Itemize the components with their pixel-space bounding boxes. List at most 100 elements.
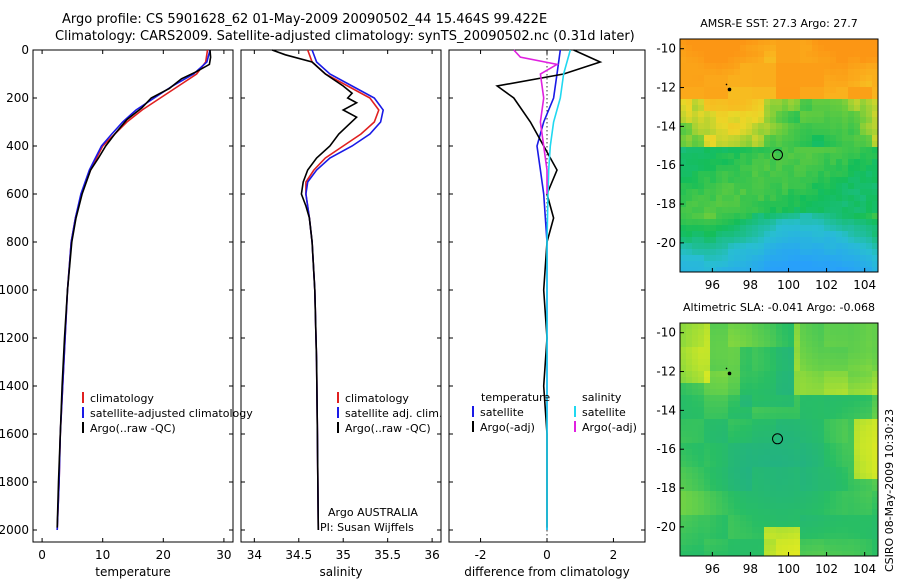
sst-cell xyxy=(680,213,687,220)
sst-cell xyxy=(776,93,783,100)
sla-cell xyxy=(740,443,747,450)
sst-cell xyxy=(698,165,705,172)
sst-cell xyxy=(686,183,693,190)
sst-cell xyxy=(872,207,879,214)
sla-cell xyxy=(788,503,795,510)
sla-cell xyxy=(698,329,705,336)
sst-cell xyxy=(830,267,837,274)
sla-cell xyxy=(758,545,765,552)
sst-cell xyxy=(848,243,855,250)
sst-cell xyxy=(770,147,777,154)
sst-cell xyxy=(686,225,693,232)
sst-cell xyxy=(722,93,729,100)
sst-cell xyxy=(680,261,687,268)
sla-map-ytick-label: -18 xyxy=(656,481,676,495)
sst-cell xyxy=(728,219,735,226)
sst-cell xyxy=(752,249,759,256)
sst-cell xyxy=(758,57,765,64)
sla-cell xyxy=(740,353,747,360)
sst-cell xyxy=(842,171,849,178)
sst-cell xyxy=(860,81,867,88)
sla-cell xyxy=(686,545,693,552)
sst-cell xyxy=(842,69,849,76)
sst-cell xyxy=(764,267,771,274)
sst-cell xyxy=(860,99,867,106)
sst-cell xyxy=(728,99,735,106)
sst-cell xyxy=(782,255,789,262)
sla-cell xyxy=(794,383,801,390)
sla-cell xyxy=(800,371,807,378)
sla-cell xyxy=(794,455,801,462)
sst-cell xyxy=(788,141,795,148)
sla-cell xyxy=(764,431,771,438)
sla-cell xyxy=(686,323,693,330)
sla-cell xyxy=(716,401,723,408)
sst-cell xyxy=(842,75,849,82)
sst-cell xyxy=(680,129,687,136)
sla-cell xyxy=(788,491,795,498)
sla-cell xyxy=(848,323,855,330)
sla-cell xyxy=(764,467,771,474)
sst-cell xyxy=(842,123,849,130)
sst-cell xyxy=(734,57,741,64)
sla-cell xyxy=(692,461,699,468)
sla-cell xyxy=(698,473,705,480)
sst-cell xyxy=(710,261,717,268)
sst-cell xyxy=(788,153,795,160)
sst-cell xyxy=(692,237,699,244)
sst-cell xyxy=(860,141,867,148)
sst-cell xyxy=(872,147,879,154)
sst-cell xyxy=(710,111,717,118)
sla-cell xyxy=(836,527,843,534)
sla-cell xyxy=(734,497,741,504)
sla-cell xyxy=(704,395,711,402)
sla-cell xyxy=(818,347,825,354)
sst-cell xyxy=(788,207,795,214)
sst-cell xyxy=(770,225,777,232)
sla-cell xyxy=(788,389,795,396)
sla-cell xyxy=(692,545,699,552)
sla-cell xyxy=(848,533,855,540)
sst-cell xyxy=(752,135,759,142)
sst-cell xyxy=(842,231,849,238)
sst-cell xyxy=(800,75,807,82)
sst-cell xyxy=(800,225,807,232)
sst-cell xyxy=(794,225,801,232)
sla-cell xyxy=(716,437,723,444)
sla-cell xyxy=(740,425,747,432)
sst-cell xyxy=(728,243,735,250)
sla-cell xyxy=(722,413,729,420)
sst-cell xyxy=(764,219,771,226)
sst-cell xyxy=(740,195,747,202)
sla-cell xyxy=(848,377,855,384)
sla-cell xyxy=(836,413,843,420)
sla-cell xyxy=(860,491,867,498)
sla-cell xyxy=(740,455,747,462)
difference-xtick-label: 0 xyxy=(543,548,551,562)
sst-cell xyxy=(818,189,825,196)
sst-cell xyxy=(704,135,711,142)
sst-cell xyxy=(704,243,711,250)
sla-cell xyxy=(794,371,801,378)
sst-cell xyxy=(848,177,855,184)
sla-cell xyxy=(866,545,873,552)
sst-cell xyxy=(680,159,687,166)
sst-cell xyxy=(860,231,867,238)
sst-cell xyxy=(770,171,777,178)
sst-cell xyxy=(686,123,693,130)
sst-cell xyxy=(872,123,879,130)
sst-cell xyxy=(836,147,843,154)
sst-cell xyxy=(680,177,687,184)
depth-tick-label: 1200 xyxy=(0,331,29,345)
sla-cell xyxy=(794,527,801,534)
sst-cell xyxy=(734,165,741,172)
sst-cell xyxy=(722,207,729,214)
sst-cell xyxy=(794,249,801,256)
sst-cell xyxy=(818,243,825,250)
sla-cell xyxy=(800,335,807,342)
sla-cell xyxy=(746,473,753,480)
sst-cell xyxy=(848,153,855,160)
sla-cell xyxy=(812,431,819,438)
sst-cell xyxy=(680,165,687,172)
sla-cell xyxy=(848,467,855,474)
